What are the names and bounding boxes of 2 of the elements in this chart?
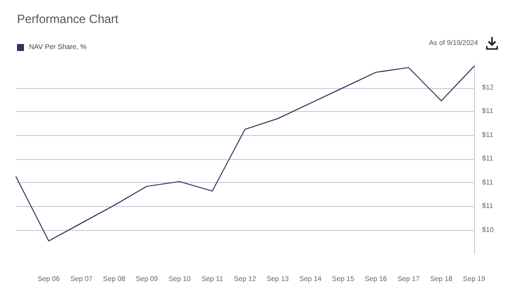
line-series xyxy=(16,66,474,242)
chart-title: Performance Chart xyxy=(17,12,120,26)
